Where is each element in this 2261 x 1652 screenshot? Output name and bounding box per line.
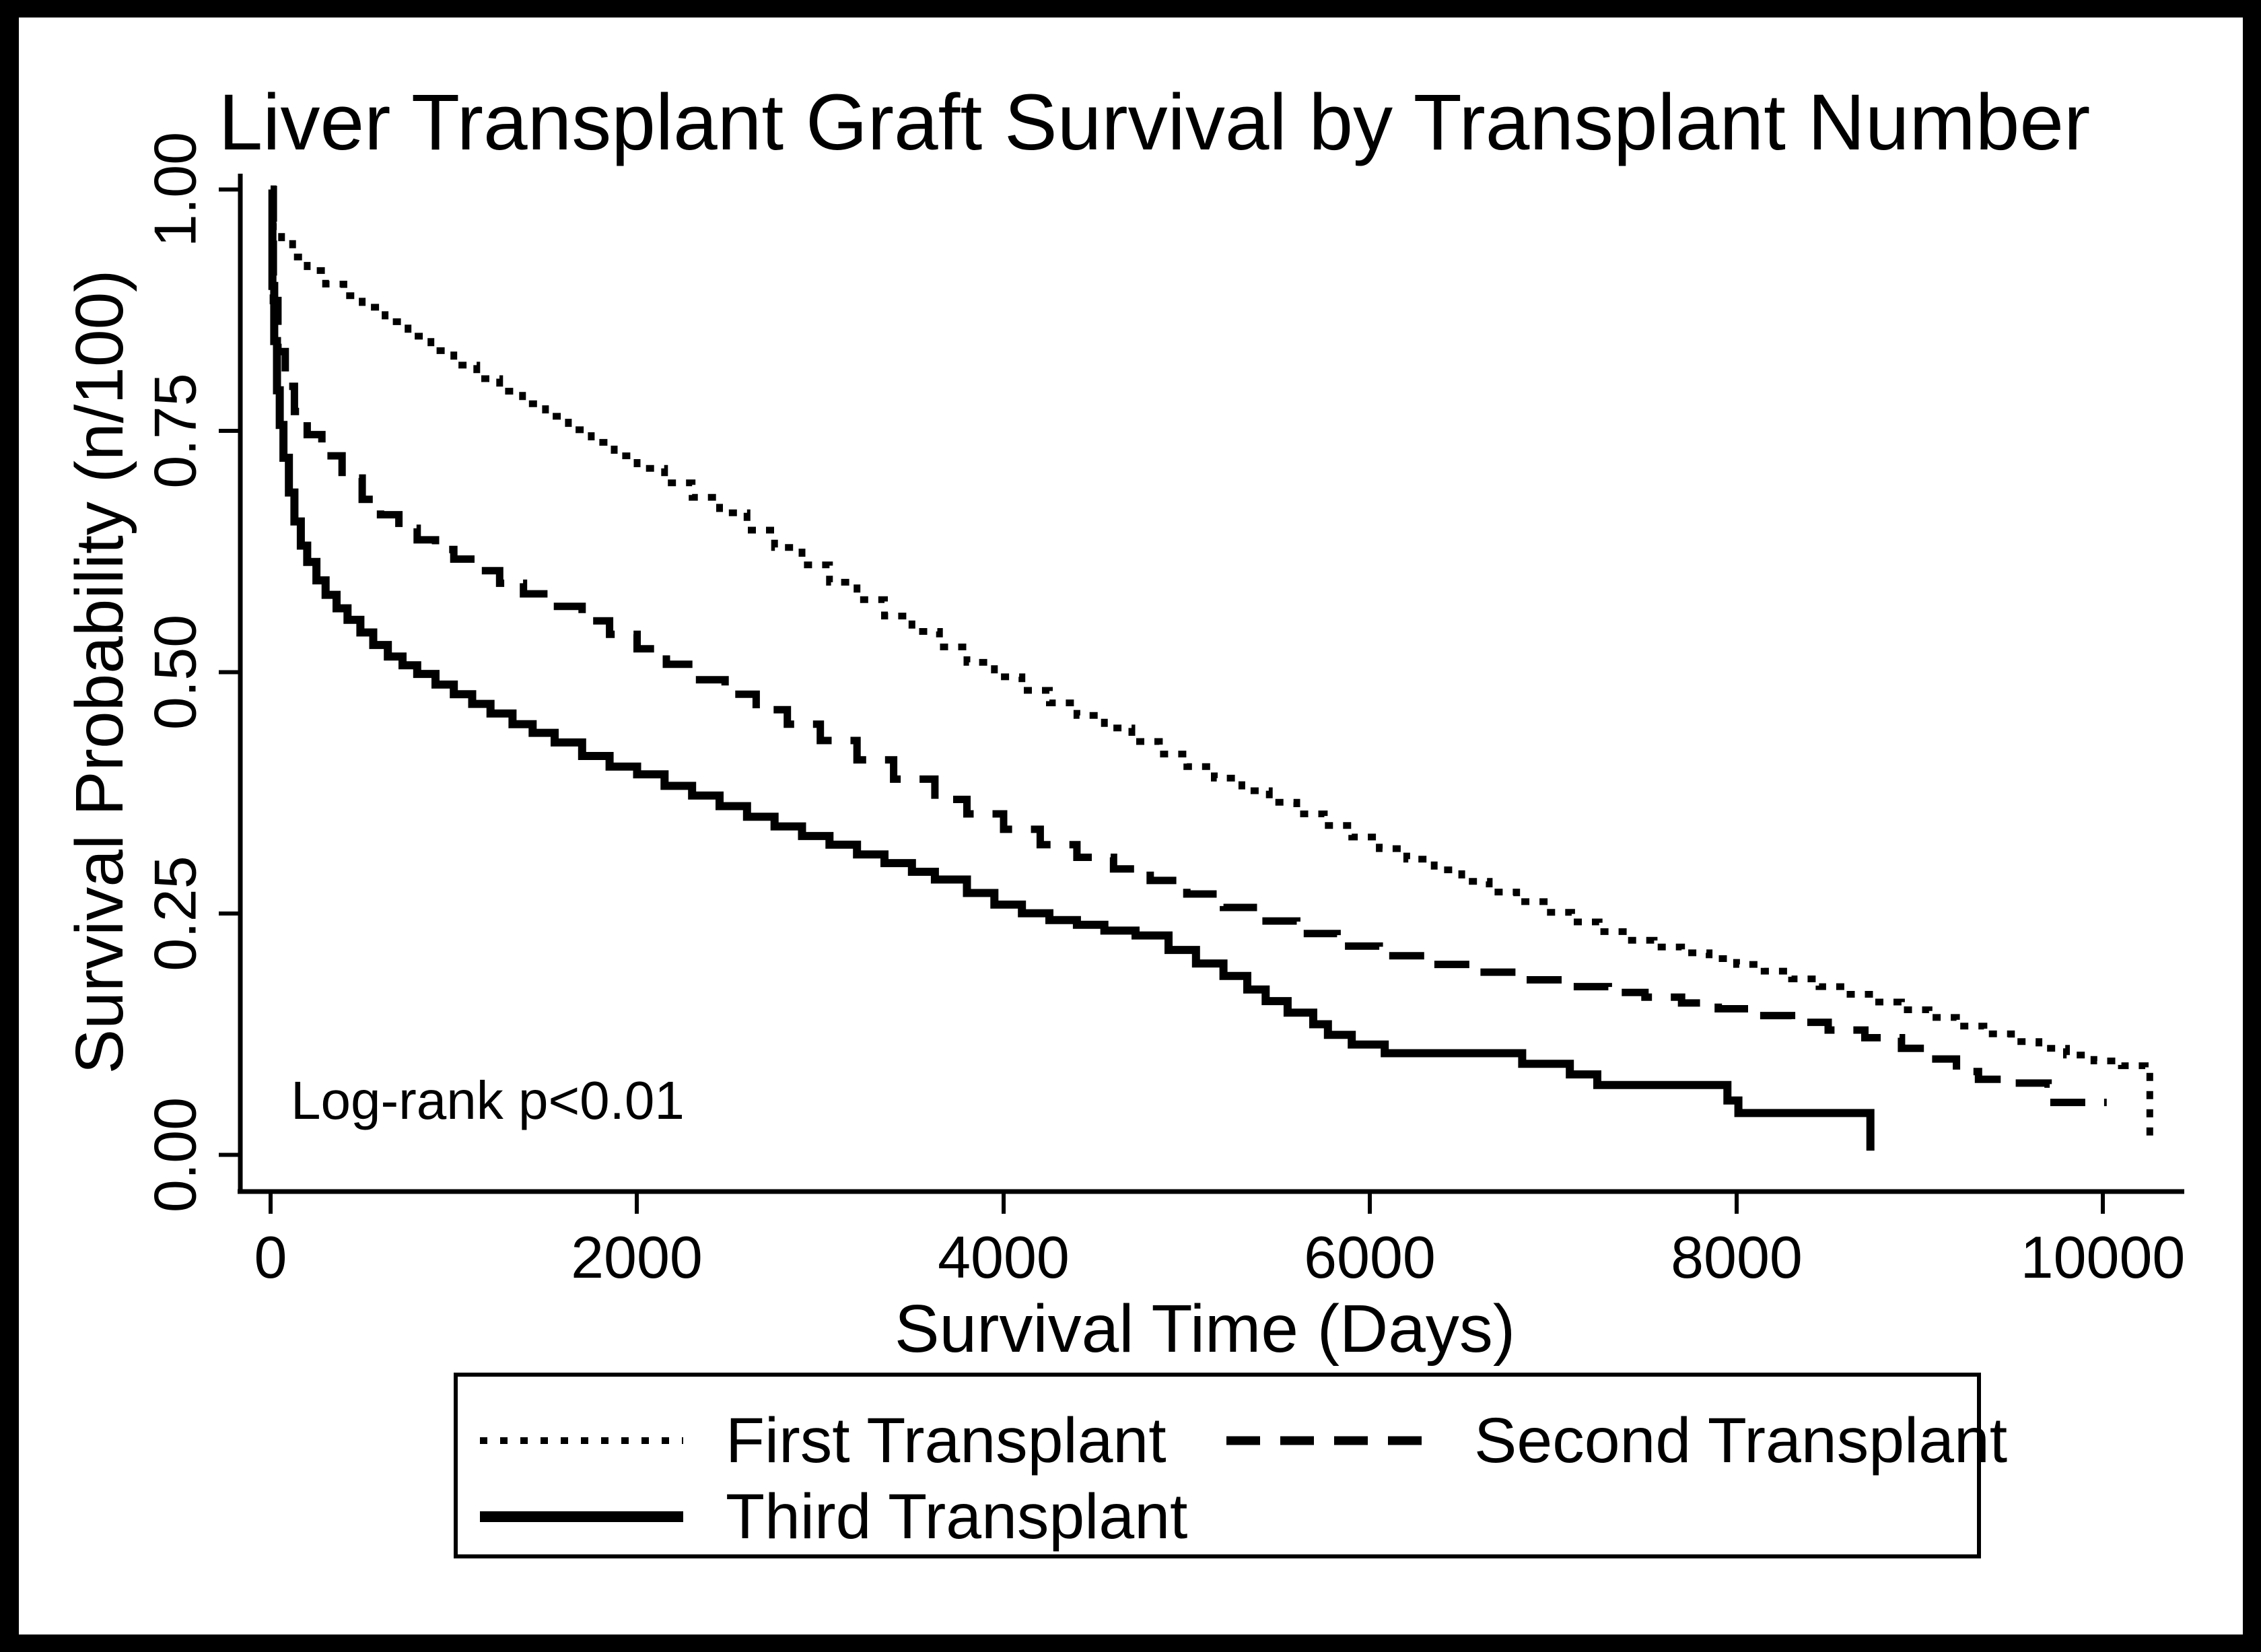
x-tick-label-8000: 8000 — [1671, 1224, 1803, 1290]
curve-first-transplant — [270, 186, 2153, 1145]
legend-border — [454, 1373, 1981, 1558]
x-tick-label-4000: 4000 — [938, 1224, 1070, 1290]
log-rank-annotation: Log-rank p<0.01 — [291, 1070, 685, 1130]
y-tick-label-0.00: 0.00 — [142, 1097, 209, 1212]
y-axis-ticks — [219, 187, 240, 1157]
curve-third-transplant — [268, 185, 1875, 1151]
x-tick-label-10000: 10000 — [2021, 1224, 2186, 1290]
y-axis-title: Survival Probability (n/100) — [62, 270, 137, 1074]
y-tick-label-0.25: 0.25 — [142, 856, 209, 971]
legend: First Transplant Second Transplant Third… — [454, 1373, 2007, 1558]
curve-second-transplant — [269, 186, 2107, 1107]
legend-label-third-transplant: Third Transplant — [726, 1481, 1187, 1552]
y-tick-label-1.00: 1.00 — [142, 132, 209, 247]
x-tick-label-0: 0 — [254, 1224, 287, 1290]
y-tick-label-0.50: 0.50 — [142, 615, 209, 730]
legend-label-first-transplant: First Transplant — [726, 1405, 1167, 1476]
x-axis-title: Survival Time (Days) — [895, 1291, 1515, 1367]
legend-label-second-transplant: Second Transplant — [1474, 1405, 2007, 1476]
chart-title: Liver Transplant Graft Survival by Trans… — [219, 78, 2091, 167]
x-tick-label-2000: 2000 — [571, 1224, 703, 1290]
survival-curves — [268, 185, 2153, 1151]
x-axis-ticks — [269, 1192, 2105, 1214]
x-tick-label-6000: 6000 — [1304, 1224, 1436, 1290]
plot-canvas — [19, 18, 2243, 1634]
y-tick-label-0.75: 0.75 — [142, 373, 209, 488]
